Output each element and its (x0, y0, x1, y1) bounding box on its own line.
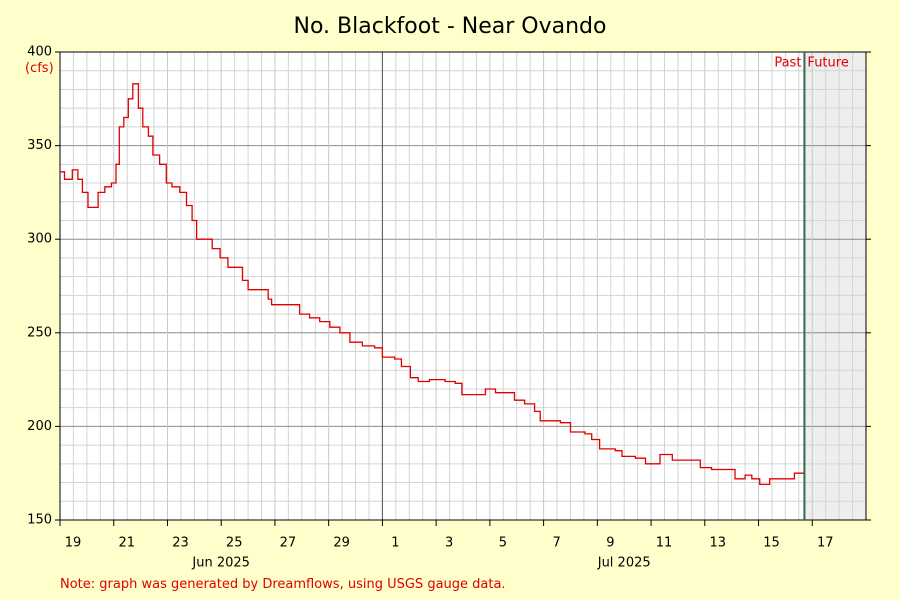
past-label: Past (774, 56, 801, 71)
y-tick-label: 250 (27, 325, 52, 340)
x-tick-label: 7 (552, 536, 560, 551)
x-tick-label: 11 (656, 536, 673, 551)
y-tick-label: 400 (27, 45, 52, 60)
x-tick-label: 27 (280, 536, 297, 551)
y-tick-label: 150 (27, 513, 52, 528)
month-label: Jul 2025 (597, 556, 651, 571)
flow-line (60, 83, 806, 486)
chart-title: No. Blackfoot - Near Ovando (294, 14, 607, 39)
x-tick-label: 21 (118, 536, 135, 551)
x-tick-label: 25 (226, 536, 243, 551)
note: Note: graph was generated by Dreamflows,… (60, 577, 506, 592)
future-region (804, 52, 866, 520)
x-tick-label: 9 (606, 536, 614, 551)
future-label: Future (807, 56, 848, 71)
y-tick-label: 300 (27, 232, 52, 247)
plot-frame (59, 51, 867, 521)
x-tick-label: 17 (817, 536, 834, 551)
x-tick-label: 23 (172, 536, 189, 551)
x-tick-label: 1 (391, 536, 399, 551)
x-tick-label: 13 (710, 536, 727, 551)
month-label: Jun 2025 (191, 556, 250, 571)
x-tick-label: 29 (333, 536, 350, 551)
y-unit-label: (cfs) (25, 61, 54, 76)
x-tick-label: 5 (499, 536, 507, 551)
x-tick-label: 15 (763, 536, 780, 551)
y-tick-label: 350 (27, 138, 52, 153)
x-tick-label: 3 (445, 536, 453, 551)
x-tick-label: 19 (65, 536, 82, 551)
y-tick-label: 200 (27, 419, 52, 434)
